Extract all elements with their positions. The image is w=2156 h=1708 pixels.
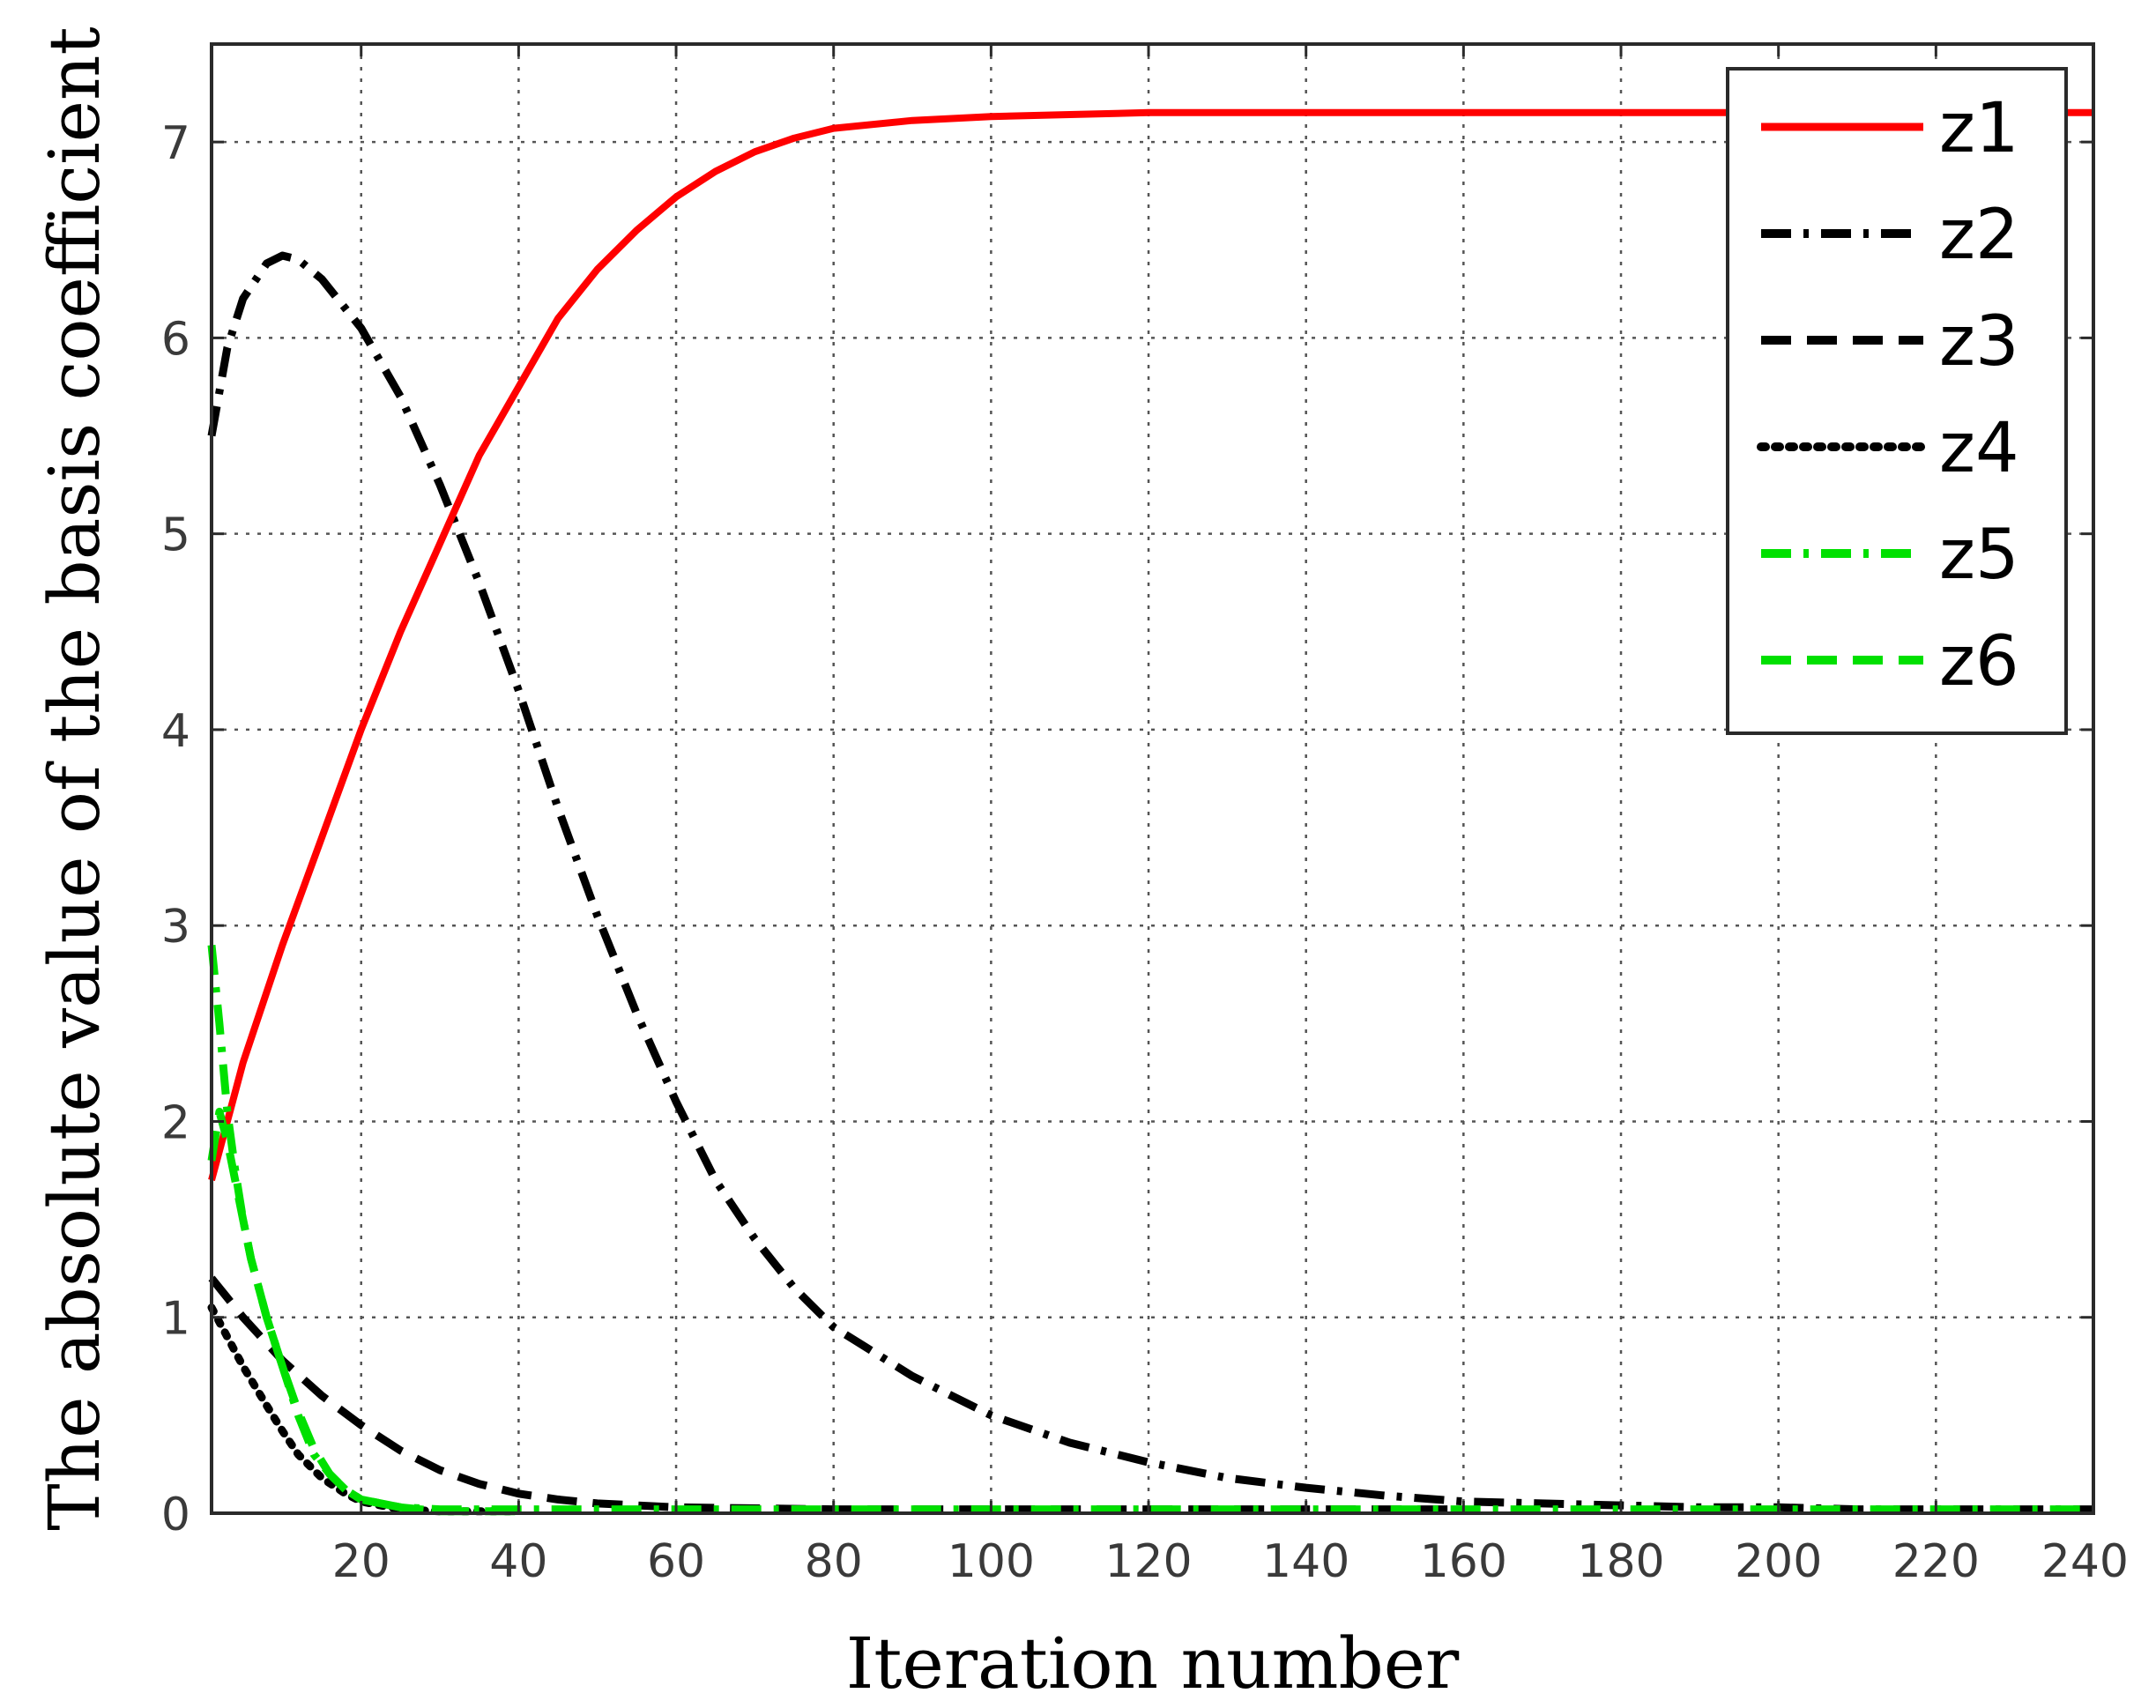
legend-label-z6: z6 [1939,622,2019,702]
y-tick-label: 6 [161,313,190,366]
plot-frame [210,42,2095,1515]
axis-ticks [212,44,2095,1515]
series-line-z6 [207,1107,519,1516]
y-tick-label: 5 [161,509,190,562]
x-tick-label: 180 [1577,1535,1664,1588]
legend-label-z4: z4 [1939,409,2019,488]
y-tick-label: 2 [161,1096,190,1149]
x-tick-label: 40 [489,1535,547,1588]
x-axis-title: Iteration number [846,1623,1460,1704]
y-tick-label: 3 [161,901,190,954]
legend-label-z5: z5 [1939,516,2019,595]
y-axis-title: The absolute value of the basis coeffici… [33,26,115,1530]
x-tick-label: 100 [948,1535,1035,1588]
x-tick-label: 120 [1104,1535,1192,1588]
y-tick-label: 7 [161,117,190,170]
x-tick-label: 200 [1735,1535,1822,1588]
tick-labels: 20 40 60 80 100 120 140 160 180 200 220 240 0 1 2 3 4 5 6 7 [161,117,2129,1588]
legend-label-z2: z2 [1939,196,2019,275]
legend-label-z3: z3 [1939,302,2019,382]
x-tick-label: 240 [2041,1535,2129,1588]
x-tick-label: 80 [805,1535,863,1588]
legend: z1 z2 z3 z4 z5 z6 [1726,67,2068,735]
x-tick-label: 140 [1262,1535,1349,1588]
legend-box [1726,67,2068,735]
grid [212,44,2095,1513]
series-line-z2 [207,251,2093,1514]
series-line-z1 [208,108,2093,1182]
y-tick-label: 0 [161,1489,190,1541]
x-tick-label: 60 [647,1535,705,1588]
x-tick-label: 20 [332,1535,390,1588]
x-tick-label: 160 [1420,1535,1507,1588]
y-tick-label: 1 [161,1293,190,1346]
legend-label-z1: z1 [1939,89,2019,168]
x-tick-label: 220 [1892,1535,1980,1588]
y-tick-label: 4 [161,705,190,758]
